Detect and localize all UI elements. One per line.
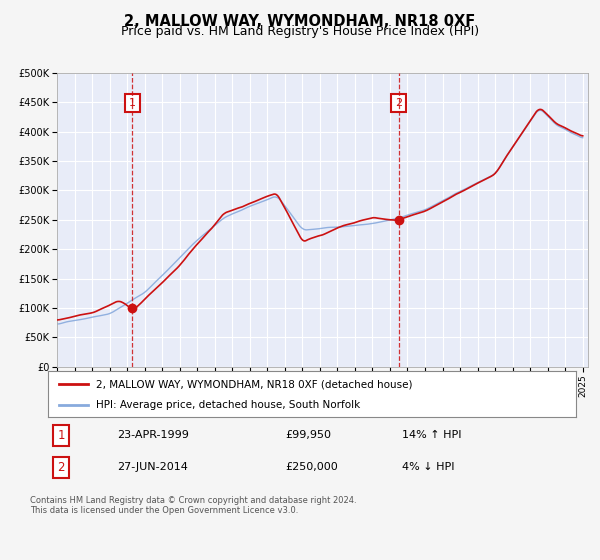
Text: 2: 2 <box>395 99 402 109</box>
Text: 2, MALLOW WAY, WYMONDHAM, NR18 0XF: 2, MALLOW WAY, WYMONDHAM, NR18 0XF <box>124 14 476 29</box>
Text: HPI: Average price, detached house, South Norfolk: HPI: Average price, detached house, Sout… <box>95 400 360 410</box>
Text: 14% ↑ HPI: 14% ↑ HPI <box>402 431 461 440</box>
Text: Contains HM Land Registry data © Crown copyright and database right 2024.
This d: Contains HM Land Registry data © Crown c… <box>30 496 356 515</box>
Text: 2: 2 <box>58 461 65 474</box>
Text: 1: 1 <box>58 429 65 442</box>
Text: 23-APR-1999: 23-APR-1999 <box>116 431 188 440</box>
Text: 1: 1 <box>129 99 136 109</box>
Text: 2, MALLOW WAY, WYMONDHAM, NR18 0XF (detached house): 2, MALLOW WAY, WYMONDHAM, NR18 0XF (deta… <box>95 379 412 389</box>
Text: £99,950: £99,950 <box>286 431 332 440</box>
Text: 4% ↓ HPI: 4% ↓ HPI <box>402 463 454 472</box>
Text: 27-JUN-2014: 27-JUN-2014 <box>116 463 188 472</box>
Text: Price paid vs. HM Land Registry's House Price Index (HPI): Price paid vs. HM Land Registry's House … <box>121 25 479 38</box>
Text: £250,000: £250,000 <box>286 463 338 472</box>
